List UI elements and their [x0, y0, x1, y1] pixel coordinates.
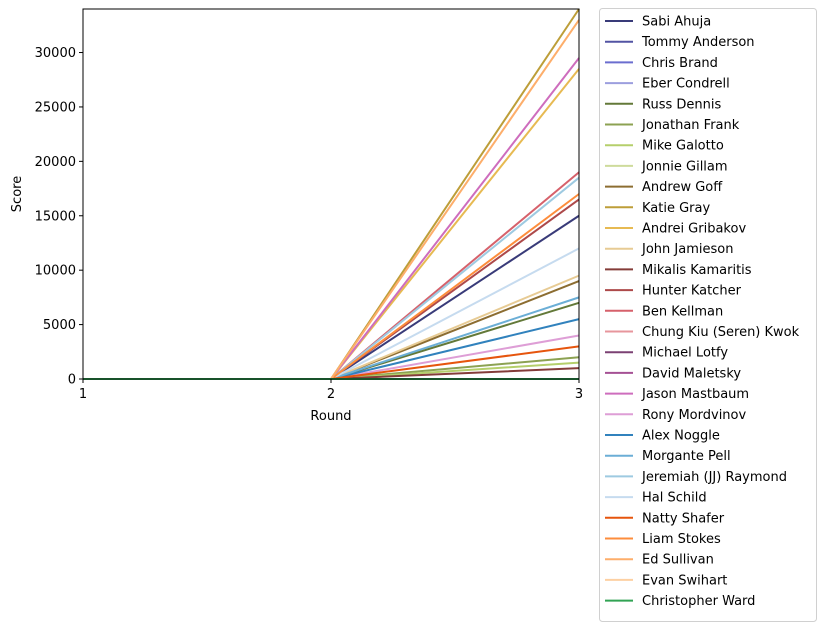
legend-label: Hal Schild — [642, 491, 707, 506]
x-axis: 1 2 3 — [79, 379, 583, 402]
legend-label: Hunter Katcher — [642, 284, 742, 299]
legend-entry: Michael Lotfy — [605, 346, 728, 361]
legend-entry: Jonnie Gillam — [605, 159, 728, 174]
legend-label: Christopher Ward — [642, 594, 755, 609]
legend-label: Morgante Pell — [642, 449, 731, 464]
legend-entry: Liam Stokes — [605, 532, 721, 547]
y-tick-label: 0 — [68, 373, 76, 388]
legend-entry: Hal Schild — [605, 491, 707, 506]
y-tick-label: 10000 — [35, 264, 76, 279]
legend-label: Jonathan Frank — [641, 118, 740, 133]
series-line-9 — [83, 8, 580, 380]
legend-entry: Ben Kellman — [605, 304, 723, 319]
x-tick-label: 1 — [79, 387, 87, 402]
legend-entry: John Jamieson — [605, 242, 733, 257]
series-line-13 — [83, 198, 580, 380]
legend-entry: Jason Mastbaum — [605, 387, 749, 402]
series-line-24 — [83, 345, 580, 380]
legend-entry: Chris Brand — [605, 56, 718, 71]
legend-entry: Hunter Katcher — [605, 284, 742, 299]
legend-entry: Chung Kiu (Seren) Kwok — [605, 325, 800, 340]
legend-label: Jonnie Gillam — [641, 159, 728, 174]
legend-frame — [599, 8, 817, 622]
legend-label: Evan Swihart — [642, 573, 727, 588]
legend-entry: David Maletsky — [605, 366, 741, 381]
series-line-0 — [83, 214, 580, 380]
legend-label: Chris Brand — [642, 56, 718, 71]
legend-label: Russ Dennis — [642, 97, 721, 112]
legend-entry: Rony Mordvinov — [605, 408, 747, 423]
legend-entry: Tommy Anderson — [605, 35, 755, 50]
legend-label: John Jamieson — [641, 242, 733, 257]
legend-label: Liam Stokes — [642, 532, 721, 547]
legend-label: Natty Shafer — [642, 511, 725, 526]
y-tick-label: 5000 — [43, 318, 76, 333]
legend-entry: Eber Condrell — [605, 77, 730, 92]
legend-entry: Andrei Gribakov — [605, 222, 746, 237]
y-axis: 0 5000 10000 15000 20000 25000 30000 — [35, 46, 83, 388]
x-tick-label: 2 — [327, 387, 335, 402]
legend-label: Michael Lotfy — [642, 346, 728, 361]
series-line-19 — [83, 334, 580, 380]
legend-label: Jeremiah (JJ) Raymond — [641, 470, 787, 485]
legend: Sabi Ahuja Tommy Anderson Chris Brand Eber … — [599, 8, 817, 622]
legend-label: Sabi Ahuja — [642, 15, 711, 30]
y-tick-label: 30000 — [35, 46, 76, 61]
legend-label: Mikalis Kamaritis — [642, 263, 752, 278]
legend-label: Jason Mastbaum — [641, 387, 749, 402]
plot-frame — [82, 8, 580, 380]
legend-entry: Natty Shafer — [605, 511, 725, 526]
legend-label: Alex Noggle — [642, 429, 720, 444]
y-tick-label: 15000 — [35, 209, 76, 224]
legend-label: Ed Sullivan — [642, 553, 714, 568]
series-line-10 — [83, 68, 580, 380]
x-axis-label: Round — [310, 409, 351, 424]
legend-entry: Sabi Ahuja — [605, 15, 711, 30]
legend-label: Tommy Anderson — [641, 35, 755, 50]
legend-entry: Mike Galotto — [605, 139, 724, 154]
legend-label: Mike Galotto — [642, 139, 724, 154]
legend-label: Ben Kellman — [642, 304, 723, 319]
legend-entry: Morgante Pell — [605, 449, 731, 464]
legend-entry: Alex Noggle — [605, 429, 720, 444]
y-tick-label: 20000 — [35, 155, 76, 170]
legend-label: Rony Mordvinov — [642, 408, 747, 423]
legend-entry: Mikalis Kamaritis — [605, 263, 752, 278]
legend-label: Andrei Gribakov — [642, 222, 746, 237]
y-tick-label: 25000 — [35, 100, 76, 115]
legend-label: Katie Gray — [642, 201, 710, 216]
legend-label: David Maletsky — [642, 366, 741, 381]
legend-entry: Russ Dennis — [605, 97, 721, 112]
legend-entry: Christopher Ward — [605, 594, 755, 609]
y-axis-label: Score — [10, 176, 25, 212]
legend-entry: Ed Sullivan — [605, 553, 714, 568]
legend-label: Eber Condrell — [642, 77, 730, 92]
series-line-23 — [83, 247, 580, 380]
legend-label: Andrew Goff — [642, 180, 723, 195]
series-lines — [83, 8, 580, 380]
legend-entry: Katie Gray — [605, 201, 710, 216]
x-tick-label: 3 — [575, 387, 583, 402]
series-line-18 — [83, 57, 580, 380]
legend-entry: Evan Swihart — [605, 573, 727, 588]
legend-entry: Andrew Goff — [605, 180, 723, 195]
legend-entry: Jeremiah (JJ) Raymond — [605, 470, 787, 485]
legend-entry: Jonathan Frank — [605, 118, 740, 133]
legend-label: Chung Kiu (Seren) Kwok — [642, 325, 800, 340]
